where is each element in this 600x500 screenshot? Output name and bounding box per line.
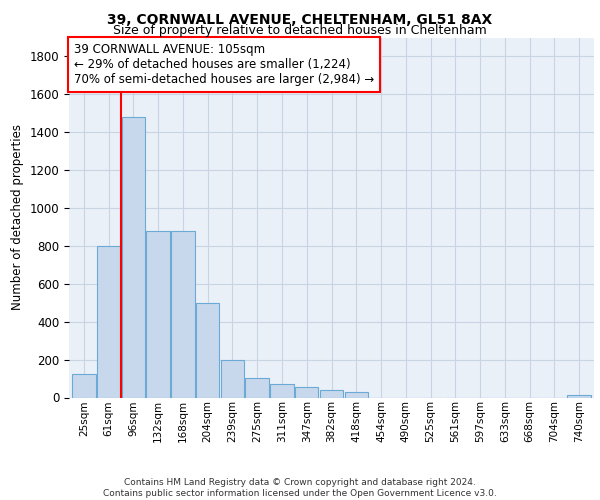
Bar [196,303,220,398]
Text: Contains HM Land Registry data © Crown copyright and database right 2024.
Contai: Contains HM Land Registry data © Crown c… [103,478,497,498]
Bar [295,387,319,398]
Bar [97,246,121,398]
Bar [245,378,269,398]
Bar [344,392,368,398]
Bar [320,390,343,398]
Bar [171,231,194,398]
Bar [122,117,145,398]
Bar [568,394,591,398]
Y-axis label: Number of detached properties: Number of detached properties [11,124,24,310]
Text: 39 CORNWALL AVENUE: 105sqm
← 29% of detached houses are smaller (1,224)
70% of s: 39 CORNWALL AVENUE: 105sqm ← 29% of deta… [74,43,374,86]
Bar [146,231,170,398]
Bar [221,360,244,398]
Text: Size of property relative to detached houses in Cheltenham: Size of property relative to detached ho… [113,24,487,37]
Bar [270,384,294,398]
Text: 39, CORNWALL AVENUE, CHELTENHAM, GL51 8AX: 39, CORNWALL AVENUE, CHELTENHAM, GL51 8A… [107,12,493,26]
Bar [72,374,95,398]
